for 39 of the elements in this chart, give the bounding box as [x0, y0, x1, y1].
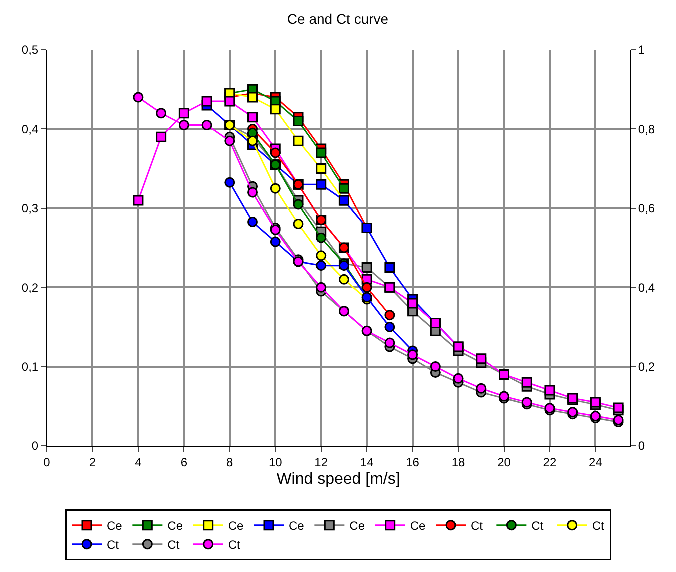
y-tick-label: 0,2 [22, 280, 39, 295]
legend-label: Ce [107, 519, 123, 534]
y2-tick-label: 0 [638, 439, 646, 454]
legend-label: Ct [470, 519, 484, 534]
chart-title: Ce and Ct curve [287, 11, 389, 28]
legend-label: Ce [168, 519, 184, 534]
x-tick-label: 14 [360, 455, 374, 470]
x-axis-title: Wind speed [m/s] [276, 471, 400, 488]
x-tick-label: 22 [543, 455, 557, 470]
x-tick-label: 0 [44, 455, 51, 470]
x-tick-label: 18 [452, 455, 466, 470]
y-tick-label: 0,4 [22, 122, 39, 136]
legend-label: Ct [532, 519, 544, 534]
x-tick-label: 2 [89, 455, 96, 470]
legend-label: Ct [107, 538, 120, 552]
x-tick-label: 4 [135, 455, 142, 470]
y2-tick-label: 0,8 [638, 122, 656, 136]
legend-label: Ce [410, 519, 426, 534]
legend-label: Ct [228, 538, 241, 552]
legend-label: Ce [289, 519, 305, 534]
legend-label: Ce [228, 519, 244, 534]
y2-tick-label: 0,2 [638, 360, 656, 374]
y-tick-label: 0,1 [22, 360, 39, 374]
x-tick-label: 12 [314, 455, 328, 470]
y-tick-label: 0,3 [22, 202, 39, 216]
y-tick-label: 0,5 [22, 43, 39, 58]
y2-tick-label: 1 [638, 43, 646, 58]
x-tick-label: 8 [226, 455, 234, 470]
legend-label: Ce [350, 519, 366, 534]
y-tick-label: 0 [32, 439, 39, 454]
x-tick-label: 20 [498, 455, 512, 470]
x-tick-label: 10 [268, 455, 283, 470]
y2-tick-label: 0,4 [638, 280, 656, 295]
x-tick-label: 16 [406, 455, 420, 470]
x-tick-label: 6 [180, 455, 188, 470]
x-tick-label: 24 [589, 455, 603, 470]
legend-label: Ct [592, 519, 605, 534]
y2-tick-label: 0,6 [638, 202, 656, 216]
legend-label: Ct [168, 538, 180, 552]
